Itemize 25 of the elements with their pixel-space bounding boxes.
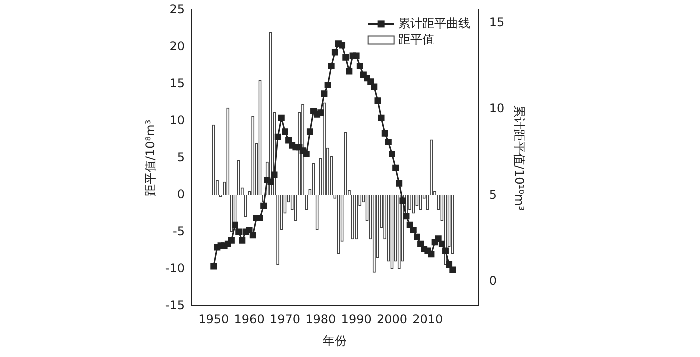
y-tick-label: -10 bbox=[165, 261, 185, 276]
y-tick-label: 5 bbox=[177, 150, 185, 164]
y-tick-label: -5 bbox=[173, 224, 185, 238]
x-tick-label: 1990 bbox=[341, 312, 372, 327]
legend-label: 累计距平曲线 bbox=[398, 16, 470, 30]
y-tick-label: 25 bbox=[170, 2, 185, 16]
y2-tick-label: 5 bbox=[489, 188, 497, 202]
x-tick-label: 1950 bbox=[198, 312, 230, 327]
y2-axis-title: 累计距平值/10¹⁰m³ bbox=[512, 105, 527, 212]
y2-tick-label: 15 bbox=[489, 15, 505, 30]
x-tick-label: 1970 bbox=[270, 312, 300, 327]
x-tick-label: 2000 bbox=[376, 312, 408, 327]
x-axis-title: 年份 bbox=[323, 334, 348, 348]
y2-tick-label: 10 bbox=[489, 102, 505, 116]
y-tick-label: 10 bbox=[170, 113, 185, 128]
y-tick-label: 15 bbox=[170, 76, 185, 90]
y2-tick-label: 0 bbox=[489, 274, 497, 288]
x-tick-label: 1960 bbox=[234, 312, 265, 327]
legend-label: 距平值 bbox=[398, 32, 434, 46]
x-tick-label: 2010 bbox=[412, 312, 444, 327]
x-tick-label: 1980 bbox=[306, 312, 336, 327]
y-axis-title: 距平值/10⁸m³ bbox=[143, 120, 158, 197]
y-tick-label: 0 bbox=[177, 187, 185, 202]
y-tick-label: 20 bbox=[170, 39, 185, 54]
y-tick-label: -15 bbox=[165, 298, 185, 312]
